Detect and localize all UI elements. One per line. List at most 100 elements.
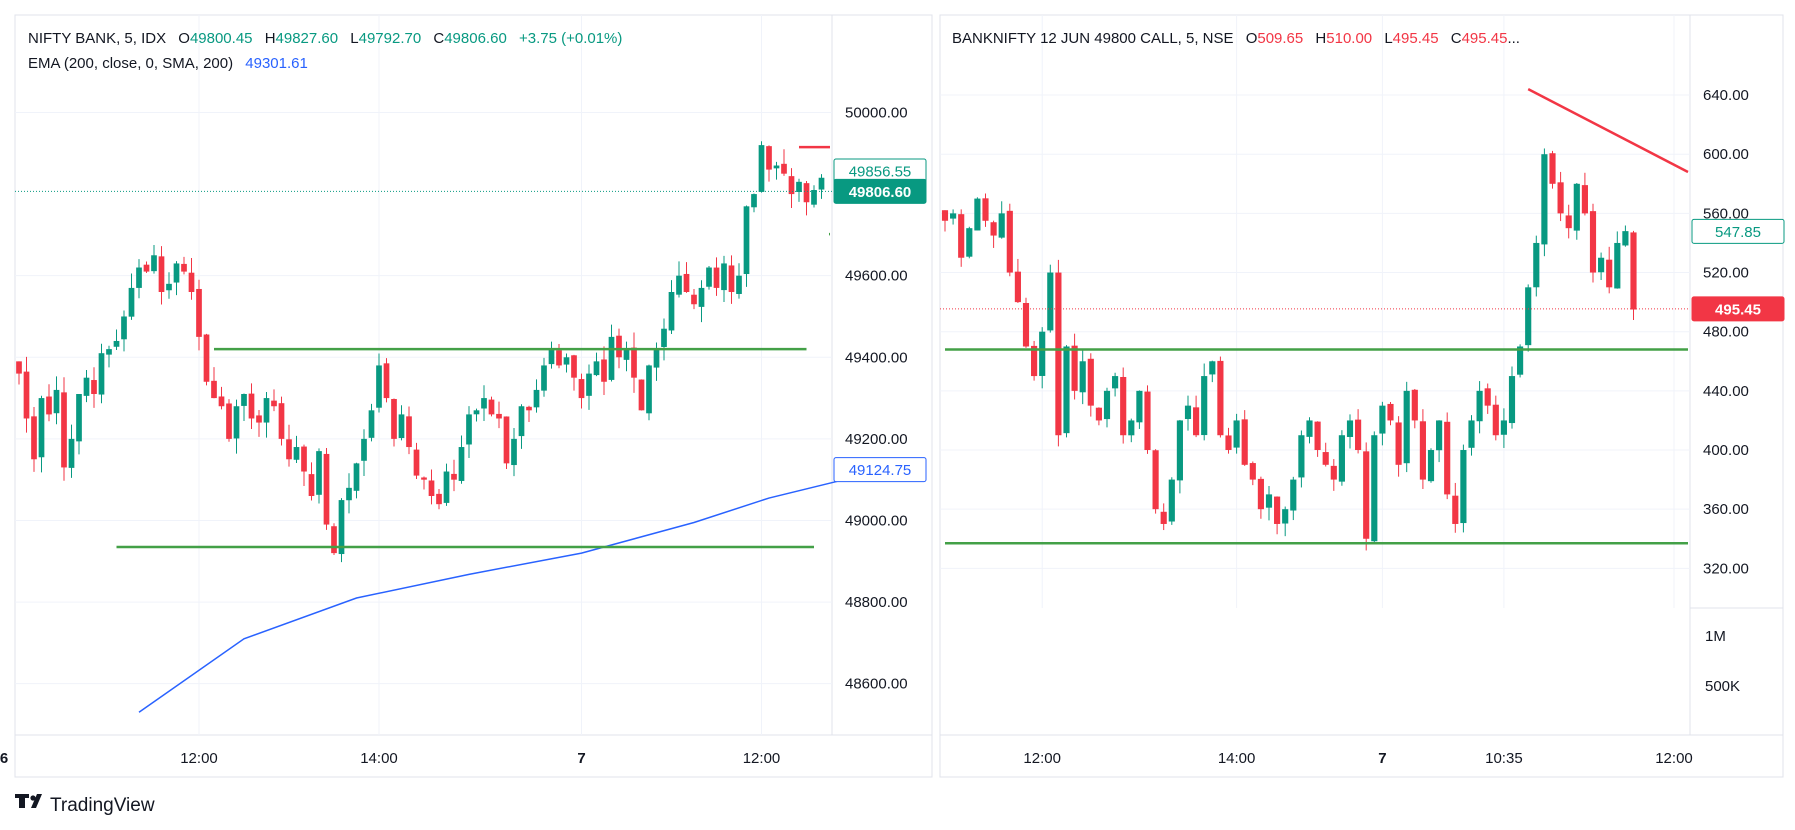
- left-price-tag-label: 49806.60: [849, 184, 912, 201]
- right-candle-body: [1436, 420, 1443, 451]
- left-ohlc-h: 49827.60: [276, 30, 339, 47]
- right-candle-body: [1606, 259, 1613, 288]
- left-ohlc-o-label: O: [178, 30, 190, 47]
- left-candle-body: [38, 398, 45, 458]
- right-candle-body: [1071, 345, 1078, 391]
- left-price-tick: 50000.00: [845, 104, 908, 121]
- left-chart-pane[interactable]: [14, 14, 933, 778]
- right-candle-body: [1128, 420, 1135, 436]
- right-ohlc-o-label: O: [1246, 30, 1258, 47]
- right-candle-body: [974, 198, 981, 231]
- right-candle-body: [1517, 346, 1524, 375]
- right-candle-body: [990, 222, 997, 236]
- left-time-tick: 7: [577, 750, 585, 767]
- right-candle-body: [1395, 422, 1402, 465]
- right-candle-body: [1411, 389, 1418, 421]
- right-candles: [941, 148, 1637, 551]
- left-candle-body: [586, 373, 592, 396]
- left-price-tag-box: [833, 457, 927, 483]
- left-candle-body: [556, 350, 562, 366]
- left-ohlc-o: 49800.45: [190, 30, 253, 47]
- left-time-tick: 12:00: [180, 750, 218, 767]
- left-candle-body: [188, 272, 195, 292]
- left-candle-body: [286, 439, 292, 460]
- right-price-tick: 640.00: [1703, 87, 1749, 104]
- left-ohlc-c: 49806.60: [444, 30, 507, 47]
- left-candle-body: [758, 145, 765, 192]
- right-candle-body: [1168, 479, 1175, 522]
- left-candle-body: [361, 438, 367, 461]
- left-candle-body: [196, 288, 202, 337]
- left-price-axis[interactable]: 50000.00 49600.00 49400.00 49200.00 49000.00…: [845, 104, 908, 692]
- right-candle-body: [1460, 450, 1467, 524]
- right-ohlc-o: 509.65: [1257, 30, 1303, 47]
- left-candle-body: [541, 365, 547, 391]
- right-candle-body: [1598, 257, 1605, 273]
- left-candle-body: [233, 406, 240, 439]
- left-candle-body: [211, 380, 217, 399]
- left-candle-body: [46, 396, 52, 415]
- right-candle-body: [1233, 420, 1240, 448]
- right-candle-body: [1476, 390, 1483, 422]
- left-candles: [16, 141, 825, 563]
- left-candle-body: [728, 265, 735, 292]
- right-price-axis[interactable]: 640.00 600.00 560.00 520.00 480.00 440.00 400.…: [1703, 87, 1749, 577]
- right-candle-body: [1346, 420, 1354, 437]
- right-ohlc-trunc: ...: [1507, 30, 1520, 47]
- ema-line[interactable]: [138, 468, 905, 713]
- left-overlays: [15, 145, 905, 713]
- right-candle-body: [1549, 153, 1556, 184]
- left-candle-body: [226, 403, 232, 439]
- right-resistance-line[interactable]: [1527, 88, 1689, 174]
- left-candle-body: [488, 399, 495, 415]
- left-candle-body: [278, 403, 285, 439]
- right-ohlc-c-label: C: [1451, 30, 1462, 47]
- left-candle-body: [181, 263, 187, 272]
- right-candle-body: [1322, 452, 1329, 465]
- left-candle-body: [61, 392, 67, 468]
- right-candle-body: [1006, 210, 1013, 273]
- price-tags: 49856.55 49806.60 49124.75 547.85 495.45: [833, 158, 1785, 483]
- right-chart-pane[interactable]: [939, 14, 1784, 778]
- right-candle-body: [1031, 345, 1038, 377]
- left-price-tick: 49000.00: [845, 512, 908, 529]
- right-time-axis[interactable]: 12:00 14:00 7 10:35 12:00: [1023, 750, 1692, 767]
- right-candle-body: [1468, 420, 1475, 448]
- right-candle-body: [1112, 376, 1119, 389]
- right-candle-body: [1444, 421, 1451, 495]
- right-candle-body: [1087, 358, 1094, 406]
- right-candle-body: [1274, 496, 1281, 524]
- left-candle-body: [143, 264, 150, 272]
- right-candle-body: [1452, 495, 1459, 524]
- right-price-tag-box: [1691, 296, 1785, 322]
- left-symbol-title: NIFTY BANK, 5, IDX: [28, 30, 166, 47]
- left-candle-body: [271, 400, 277, 407]
- left-candle-body: [248, 393, 255, 419]
- left-candle-body: [293, 447, 300, 460]
- right-candle-body: [1314, 421, 1321, 451]
- right-candle-body: [1565, 215, 1572, 229]
- tradingview-logo-icon[interactable]: [15, 794, 42, 808]
- right-price-tick: 480.00: [1703, 324, 1749, 341]
- left-price-tag: 49856.55: [833, 158, 927, 184]
- left-candle-body: [428, 480, 435, 496]
- left-time-axis[interactable]: 6 12:00 14:00 7 12:00: [0, 750, 780, 767]
- right-candle-body: [1387, 403, 1394, 421]
- right-candle-body: [1492, 404, 1499, 436]
- left-candle-body: [166, 283, 172, 291]
- right-time-tick: 7: [1378, 750, 1386, 767]
- right-candle-body: [1095, 407, 1102, 421]
- left-indicator-legend[interactable]: EMA (200, close, 0, SMA, 200) 49301.61: [28, 55, 308, 72]
- tradingview-brand-text[interactable]: TradingView: [50, 795, 155, 816]
- right-candle-body: [1484, 388, 1491, 406]
- left-candle-body: [391, 398, 397, 439]
- left-candle-body: [691, 294, 697, 305]
- right-price-tick: 520.00: [1703, 265, 1749, 282]
- right-candle-body: [1541, 154, 1548, 245]
- left-candle-body: [458, 447, 465, 481]
- left-candle-body: [406, 416, 412, 448]
- left-candle-body: [796, 181, 802, 193]
- left-candle-body: [76, 394, 82, 442]
- left-candle-body: [616, 335, 622, 358]
- right-price-tick: 320.00: [1703, 560, 1749, 577]
